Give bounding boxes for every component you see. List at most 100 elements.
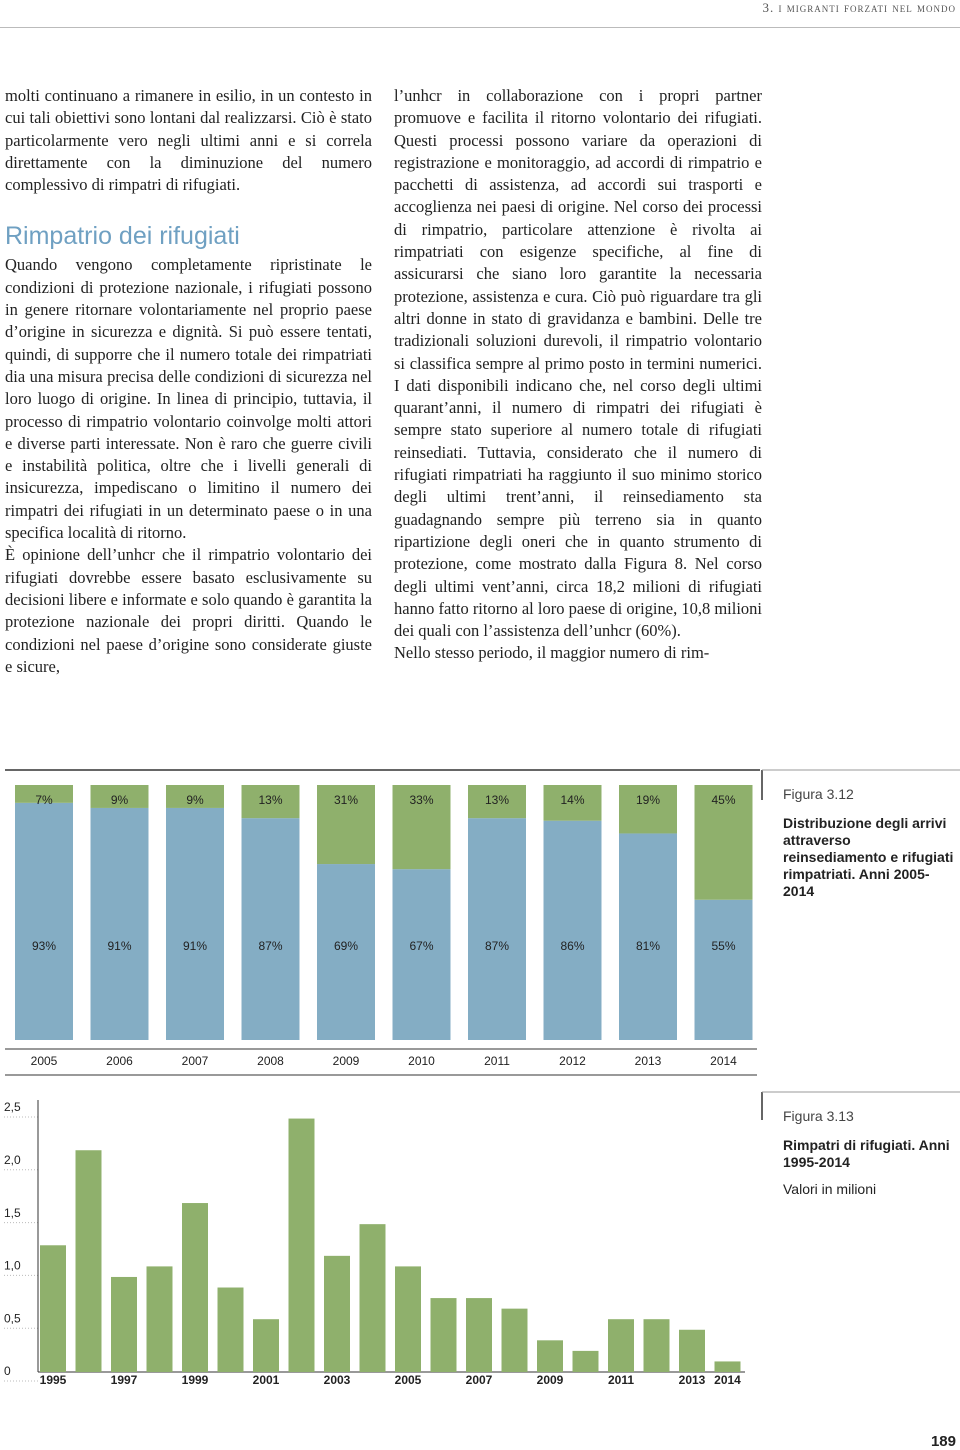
x-tick-label: 2005 — [31, 1054, 58, 1068]
value-label: 13% — [485, 793, 509, 807]
paragraph: l’unhcr in collaborazione con i propri p… — [394, 86, 762, 641]
x-tick-label: 2014 — [710, 1054, 737, 1068]
value-label: 67% — [409, 939, 433, 953]
y-tick-label: 1,5 — [4, 1206, 21, 1220]
x-tick-label: 2006 — [106, 1054, 133, 1068]
value-label: 9% — [186, 793, 204, 807]
x-tick-label: 1997 — [111, 1373, 138, 1387]
x-tick-label: 2011 — [484, 1054, 510, 1068]
value-label: 91% — [183, 939, 207, 953]
x-tick-label: 2010 — [408, 1054, 435, 1068]
paragraph: È opinione dell’unhcr che il rimpatrio v… — [5, 545, 372, 676]
figure-title: Rimpatri di rifugiati. Anni 1995-2014 — [783, 1137, 950, 1170]
value-label: 87% — [485, 939, 509, 953]
bar-segment — [619, 833, 677, 1040]
x-tick-label: 2014 — [714, 1373, 741, 1387]
x-tick-label: 1995 — [40, 1373, 67, 1387]
bar — [40, 1245, 66, 1372]
bar — [395, 1266, 421, 1372]
bar-segment — [317, 785, 375, 865]
x-tick-label: 2013 — [635, 1054, 662, 1068]
figure-caption: Figura 3.12 Distribuzione degli arrivi a… — [783, 786, 958, 900]
value-label: 13% — [258, 793, 282, 807]
value-label: 33% — [409, 793, 433, 807]
figure-caption: Figura 3.13 Rimpatri di rifugiati. Anni … — [783, 1108, 958, 1198]
value-label: 55% — [711, 939, 735, 953]
x-tick-label: 2008 — [257, 1054, 284, 1068]
x-tick-label: 2007 — [182, 1054, 209, 1068]
value-label: 31% — [334, 793, 358, 807]
bar — [111, 1276, 137, 1372]
bar — [714, 1361, 741, 1372]
bar-segment — [392, 869, 451, 1040]
bar — [501, 1308, 528, 1372]
bar-segment — [241, 785, 300, 819]
bar — [75, 1150, 102, 1372]
bar-segment — [166, 807, 224, 1040]
bar — [146, 1266, 173, 1372]
left-column: molti continuano a rimanere in esilio, i… — [5, 85, 372, 678]
x-tick-label: 2009 — [333, 1054, 360, 1068]
bar — [217, 1287, 244, 1372]
bar — [679, 1329, 705, 1372]
bar — [430, 1298, 457, 1372]
bar — [572, 1350, 599, 1372]
value-label: 69% — [334, 939, 358, 953]
header-rule — [0, 27, 960, 28]
y-tick-label: 0,5 — [4, 1311, 21, 1325]
bar-segment — [543, 820, 602, 1040]
y-tick-label: 1,0 — [4, 1259, 21, 1273]
value-label: 45% — [711, 793, 735, 807]
value-label: 81% — [636, 939, 660, 953]
x-tick-label: 2013 — [679, 1373, 706, 1387]
y-tick-label: 0 — [4, 1364, 11, 1378]
y-tick-label: 2,0 — [4, 1153, 21, 1167]
bar — [359, 1224, 386, 1372]
bar-segment — [90, 785, 149, 808]
figure-subtitle: Valori in milioni — [783, 1181, 877, 1197]
bar-segment — [468, 818, 526, 1040]
figure-label: Figura 3.12 — [783, 786, 854, 802]
x-tick-label: 2003 — [324, 1373, 351, 1387]
value-label: 87% — [258, 939, 282, 953]
bar — [643, 1319, 670, 1372]
value-label: 7% — [35, 793, 53, 807]
bar-segment — [694, 785, 753, 900]
bar-segment — [543, 785, 602, 821]
bar — [466, 1298, 492, 1372]
bar-segment — [619, 785, 677, 834]
bar-segment — [166, 785, 224, 808]
value-label: 86% — [560, 939, 584, 953]
figure-title: Distribuzione degli arrivi attraverso re… — [783, 815, 954, 899]
paragraph: Nello stesso periodo, il maggior numero … — [394, 643, 710, 663]
right-column: l’unhcr in collaborazione con i propri p… — [394, 85, 762, 665]
value-label: 91% — [107, 939, 131, 953]
x-tick-label: 2007 — [466, 1373, 493, 1387]
x-tick-label: 2005 — [395, 1373, 422, 1387]
bar-segment — [392, 785, 451, 870]
x-tick-label: 1999 — [182, 1373, 209, 1387]
bar-segment — [15, 802, 73, 1040]
x-tick-label: 2011 — [608, 1373, 634, 1387]
x-tick-label: 2012 — [559, 1054, 586, 1068]
bar-segment — [694, 899, 753, 1040]
x-tick-label: 2001 — [253, 1373, 280, 1387]
bar-segment — [15, 785, 73, 803]
section-heading: Rimpatrio dei rifugiati — [5, 222, 240, 251]
y-tick-label: 2,5 — [4, 1100, 21, 1114]
value-label: 14% — [560, 793, 584, 807]
bar-segment — [241, 818, 300, 1040]
value-label: 19% — [636, 793, 660, 807]
paragraph: Quando vengono completamente ripristinat… — [5, 255, 372, 543]
bar-segment — [468, 785, 526, 819]
bar — [253, 1319, 279, 1372]
value-label: 93% — [32, 939, 56, 953]
bar — [537, 1340, 563, 1372]
page-number: 189 — [930, 1433, 956, 1450]
bar — [182, 1203, 208, 1372]
x-tick-label: 2009 — [537, 1373, 564, 1387]
figure-label: Figura 3.13 — [783, 1108, 854, 1124]
bar-segment — [90, 807, 149, 1040]
